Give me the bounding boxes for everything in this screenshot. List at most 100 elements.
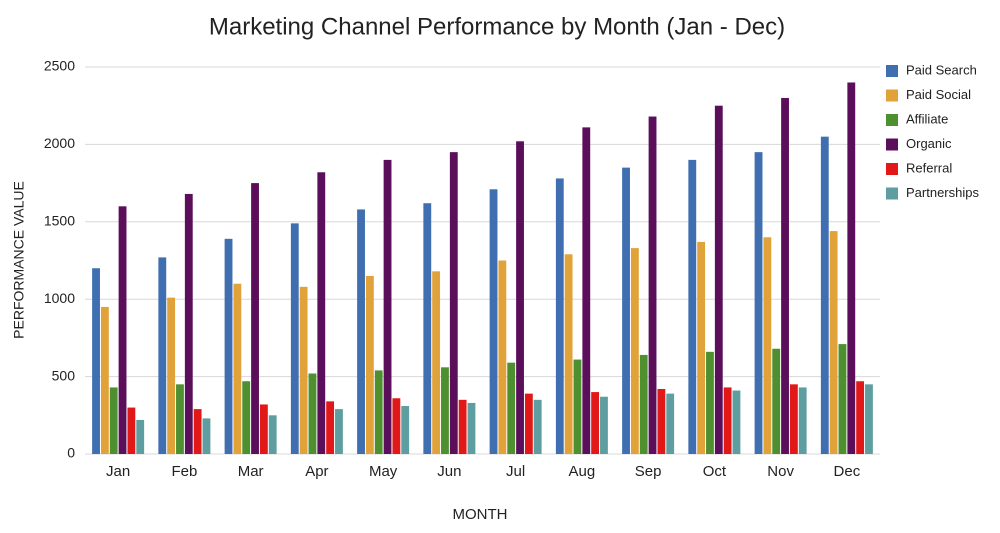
y-tick-label: 2000 xyxy=(44,135,75,151)
bar xyxy=(365,275,374,454)
bar xyxy=(326,401,335,454)
bar xyxy=(251,183,259,454)
bar xyxy=(591,392,600,454)
x-tick-label: Apr xyxy=(305,463,328,480)
legend-label: Paid Search xyxy=(906,62,977,77)
bar xyxy=(622,167,630,454)
bar xyxy=(697,241,706,454)
y-tick-label: 500 xyxy=(52,367,76,383)
bar xyxy=(723,387,732,454)
bar xyxy=(467,402,476,454)
bar xyxy=(533,399,542,454)
bar xyxy=(127,407,136,454)
legend-label: Partnerships xyxy=(906,185,979,200)
bar xyxy=(555,178,564,454)
legend-swatch xyxy=(886,138,898,151)
bar xyxy=(714,105,723,454)
legend-label: Affiliate xyxy=(906,111,948,126)
bar xyxy=(798,387,807,454)
bar xyxy=(136,419,145,454)
bar xyxy=(573,359,582,454)
bar xyxy=(259,404,268,454)
legend-label: Paid Social xyxy=(906,87,971,102)
bar xyxy=(357,209,365,454)
bar xyxy=(401,406,410,454)
bar xyxy=(489,189,498,455)
legend-label: Organic xyxy=(906,136,952,151)
x-axis-label: MONTH xyxy=(453,506,508,523)
x-tick-label: Nov xyxy=(767,463,794,480)
bar xyxy=(600,396,608,454)
bar xyxy=(648,116,657,454)
x-tick-label: Aug xyxy=(569,463,596,480)
bar xyxy=(772,348,781,454)
bar xyxy=(820,136,829,454)
y-tick-label: 1000 xyxy=(44,290,75,306)
y-axis-label: PERFORMANCE VALUE xyxy=(11,181,27,339)
bar xyxy=(838,344,847,454)
bar xyxy=(158,257,167,454)
bar xyxy=(865,384,873,454)
bar xyxy=(564,254,573,454)
bar xyxy=(233,283,242,454)
bar xyxy=(224,238,233,454)
bar xyxy=(242,381,251,454)
bar xyxy=(706,351,714,454)
bar xyxy=(392,398,401,454)
bar xyxy=(423,203,432,454)
bar xyxy=(639,354,648,454)
bar xyxy=(449,152,458,454)
bar xyxy=(317,172,326,454)
legend-label: Referral xyxy=(906,160,952,175)
bar xyxy=(432,271,441,454)
bar xyxy=(441,367,449,454)
x-tick-label: Feb xyxy=(171,463,197,480)
bar xyxy=(268,415,277,454)
bar xyxy=(516,141,524,454)
bar xyxy=(829,231,838,454)
y-tick-label: 2500 xyxy=(44,58,75,74)
x-tick-label: Jun xyxy=(437,463,461,480)
bar xyxy=(202,418,211,454)
legend-swatch xyxy=(886,187,898,200)
bar xyxy=(290,223,299,454)
bar xyxy=(299,286,308,454)
x-tick-label: Mar xyxy=(238,463,264,480)
bar xyxy=(498,260,507,454)
y-tick-label: 1500 xyxy=(44,213,75,229)
bar xyxy=(582,127,591,454)
x-tick-label: Jul xyxy=(506,463,525,480)
x-tick-label: Dec xyxy=(834,463,861,480)
x-tick-label: Oct xyxy=(703,463,727,480)
bar xyxy=(383,159,392,454)
bar xyxy=(732,390,741,454)
bar xyxy=(118,206,127,454)
bar xyxy=(109,387,118,454)
legend-swatch xyxy=(886,163,898,175)
bar xyxy=(856,381,865,454)
bar xyxy=(374,370,383,454)
x-tick-label: Sep xyxy=(635,463,662,480)
x-tick-label: Jan xyxy=(106,463,130,480)
chart-title: Marketing Channel Performance by Month (… xyxy=(209,13,785,40)
x-tick-label: May xyxy=(369,463,398,480)
bar xyxy=(847,82,856,454)
bar xyxy=(193,409,202,454)
bar xyxy=(657,388,666,454)
bar xyxy=(458,399,467,454)
legend-swatch xyxy=(886,65,898,77)
legend-swatch xyxy=(886,114,898,126)
bar xyxy=(92,268,100,454)
bar xyxy=(781,97,789,455)
bar xyxy=(688,159,697,454)
bar xyxy=(176,384,184,454)
bar xyxy=(308,373,317,454)
bar xyxy=(507,362,516,454)
bar xyxy=(754,152,763,454)
bar xyxy=(666,393,675,454)
bar xyxy=(167,297,176,454)
bar xyxy=(630,248,639,454)
y-tick-label: 0 xyxy=(67,445,75,461)
bar xyxy=(763,237,772,454)
